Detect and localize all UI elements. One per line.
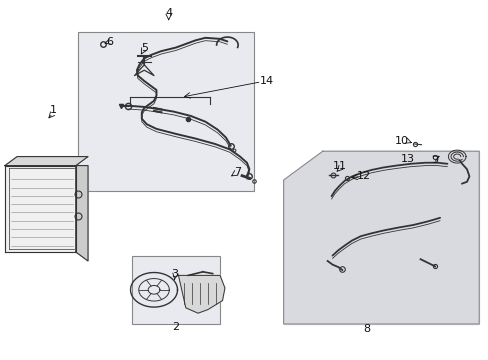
Text: 11: 11 xyxy=(332,161,346,171)
Text: 1: 1 xyxy=(50,105,57,115)
Text: 4: 4 xyxy=(165,8,172,18)
Text: 3: 3 xyxy=(171,269,178,279)
FancyBboxPatch shape xyxy=(132,256,220,324)
Polygon shape xyxy=(283,151,478,324)
FancyBboxPatch shape xyxy=(78,32,254,191)
Text: 2: 2 xyxy=(172,322,179,332)
Text: 5: 5 xyxy=(141,42,147,53)
Polygon shape xyxy=(5,157,88,166)
Polygon shape xyxy=(178,275,224,313)
Text: 12: 12 xyxy=(357,171,370,181)
Text: 6: 6 xyxy=(106,37,113,47)
Text: 10: 10 xyxy=(394,136,408,147)
Text: 8: 8 xyxy=(363,324,369,334)
Polygon shape xyxy=(5,166,76,252)
Text: 13: 13 xyxy=(401,154,414,164)
Text: 14: 14 xyxy=(259,76,273,86)
Polygon shape xyxy=(76,166,88,261)
Text: 7: 7 xyxy=(233,167,240,177)
Text: 9: 9 xyxy=(431,155,438,165)
